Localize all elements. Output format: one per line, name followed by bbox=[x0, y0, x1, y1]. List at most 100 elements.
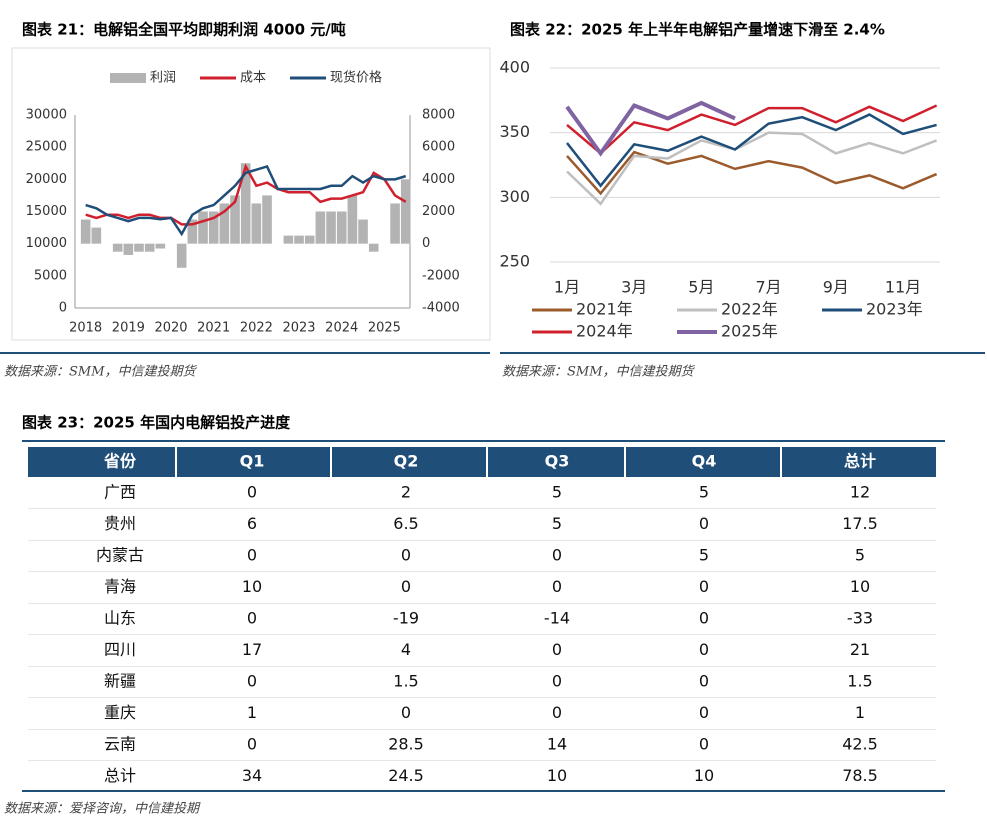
y-tick-label: 300 bbox=[499, 187, 530, 206]
cell: 28.5 bbox=[388, 735, 424, 754]
x-tick-label: 2024 bbox=[325, 321, 358, 336]
cell: 24.5 bbox=[388, 766, 424, 785]
header-label: 省份 bbox=[103, 452, 137, 471]
source: 数据来源：SMM，中信建投期货 bbox=[502, 365, 696, 380]
bar bbox=[155, 243, 166, 249]
x-tick-label: 11月 bbox=[885, 278, 921, 297]
bar bbox=[230, 195, 240, 244]
bar bbox=[176, 243, 187, 268]
cell: 2 bbox=[401, 483, 411, 502]
cell: 0 bbox=[699, 703, 709, 722]
cell: 0 bbox=[699, 514, 709, 533]
y2-tick-label: 2000 bbox=[422, 204, 455, 219]
header-cell bbox=[626, 447, 780, 477]
y-tick-label: 350 bbox=[499, 122, 530, 141]
bar bbox=[294, 235, 304, 244]
cell: -33 bbox=[847, 609, 873, 628]
x-tick-label: 2021 bbox=[197, 321, 230, 336]
bar bbox=[208, 211, 219, 244]
cell: 17.5 bbox=[842, 514, 878, 533]
legend-label: 成本 bbox=[240, 71, 266, 86]
bar bbox=[219, 203, 230, 244]
chart-frame bbox=[11, 47, 491, 341]
chart-title: 图表 21：电解铝全国平均即期利润 4000 元/吨 bbox=[22, 21, 346, 39]
bar bbox=[198, 211, 208, 244]
cell: 0 bbox=[401, 577, 411, 596]
header-label: Q4 bbox=[692, 452, 717, 471]
y2-tick-label: 6000 bbox=[422, 140, 455, 155]
line bbox=[566, 131, 938, 206]
cell: 42.5 bbox=[842, 735, 878, 754]
header-cell bbox=[28, 447, 175, 477]
legend-label: 现货价格 bbox=[330, 70, 382, 86]
x-tick-label: 5月 bbox=[688, 278, 714, 297]
bar bbox=[315, 211, 326, 244]
bar bbox=[368, 243, 379, 252]
y-tick-label: 30000 bbox=[26, 108, 67, 123]
bar bbox=[358, 219, 368, 244]
y2-tick-label: -2000 bbox=[422, 268, 460, 283]
cell: 6.5 bbox=[393, 514, 418, 533]
cell: 0 bbox=[247, 546, 257, 565]
cell: 云南 bbox=[104, 735, 136, 754]
source: 数据来源：爱择咨询，中信建投期 bbox=[4, 802, 201, 817]
legend-label: 2022年 bbox=[721, 300, 778, 319]
x-tick-label: 2025 bbox=[368, 321, 401, 336]
cell: 0 bbox=[552, 546, 562, 565]
x-tick-label: 9月 bbox=[823, 278, 849, 297]
cell: 0 bbox=[699, 577, 709, 596]
header-label: 总计 bbox=[844, 452, 876, 471]
cell: 10 bbox=[547, 766, 567, 785]
cell: 四川 bbox=[104, 640, 136, 659]
cell: -19 bbox=[393, 609, 419, 628]
line bbox=[566, 150, 938, 196]
bar bbox=[400, 179, 411, 244]
line bbox=[85, 164, 407, 237]
cell: 0 bbox=[401, 546, 411, 565]
header-cell bbox=[177, 447, 330, 477]
y-tick-label: 25000 bbox=[26, 140, 67, 155]
bar bbox=[390, 203, 400, 244]
cell: 贵州 bbox=[104, 514, 136, 533]
y2-tick-label: 8000 bbox=[422, 108, 455, 123]
cell: 新疆 bbox=[104, 672, 136, 691]
cell: 10 bbox=[850, 577, 870, 596]
y-tick-label: 5000 bbox=[34, 268, 67, 283]
cell: 5 bbox=[552, 483, 562, 502]
cell: 0 bbox=[699, 609, 709, 628]
cell: 6 bbox=[247, 514, 257, 533]
cell: -14 bbox=[544, 609, 570, 628]
bar bbox=[80, 219, 91, 244]
line bbox=[566, 113, 937, 188]
cell: 0 bbox=[552, 577, 562, 596]
y-tick-label: 400 bbox=[499, 58, 530, 77]
header-cell bbox=[332, 447, 486, 477]
chart-title: 图表 22：2025 年上半年电解铝产量增速下滑至 2.4% bbox=[510, 21, 885, 39]
x-tick-label: 2023 bbox=[282, 321, 315, 336]
cell: 17 bbox=[242, 640, 262, 659]
cell: 广西 bbox=[104, 483, 136, 502]
header-label: Q1 bbox=[240, 452, 265, 471]
y-tick-label: 250 bbox=[499, 252, 530, 271]
bar bbox=[326, 211, 336, 244]
cell: 0 bbox=[699, 672, 709, 691]
cell: 10 bbox=[694, 766, 714, 785]
cell: 1.5 bbox=[393, 672, 418, 691]
legend-label: 2024年 bbox=[576, 322, 633, 341]
x-tick-label: 7月 bbox=[756, 278, 782, 297]
x-tick-label: 3月 bbox=[621, 278, 647, 297]
line bbox=[85, 163, 407, 226]
cell: 0 bbox=[247, 483, 257, 502]
header-cell bbox=[488, 447, 624, 477]
header-cell bbox=[782, 447, 936, 477]
cell: 1 bbox=[855, 703, 865, 722]
cell: 0 bbox=[552, 703, 562, 722]
bar bbox=[144, 243, 155, 252]
cell: 内蒙古 bbox=[96, 546, 144, 565]
legend-label: 2025年 bbox=[721, 322, 778, 341]
cell: 5 bbox=[855, 546, 865, 565]
cell: 1.5 bbox=[847, 672, 872, 691]
bar bbox=[336, 211, 347, 244]
y-tick-label: 0 bbox=[59, 301, 67, 316]
